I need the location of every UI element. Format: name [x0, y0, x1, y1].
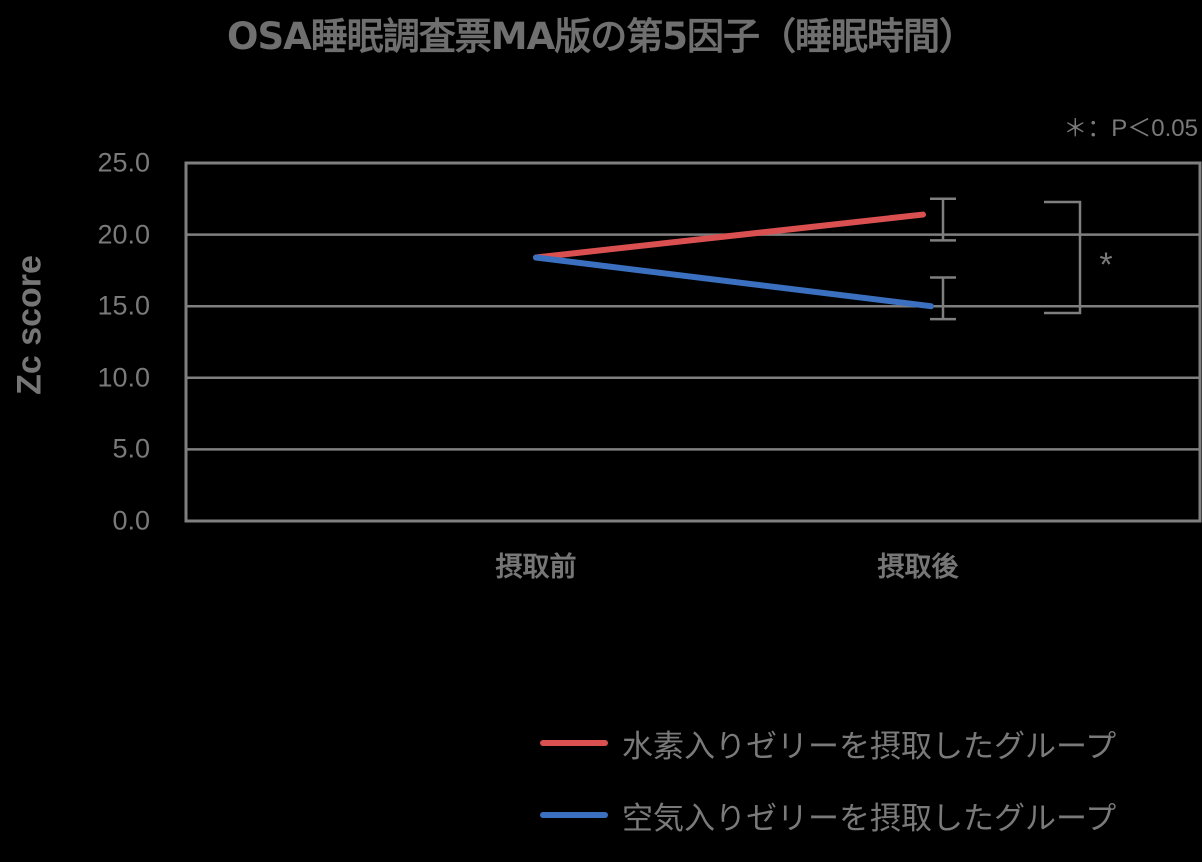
significance-note: ＊：P＜0.05 — [1063, 115, 1198, 142]
y-tick-label: 10.0 — [97, 362, 150, 393]
chart-title: OSA睡眠調査票MA版の第5因子（睡眠時間） — [227, 15, 976, 58]
legend-swatch-red — [540, 740, 608, 746]
legend-item-air: 空気入りゼリーを摂取したグループ — [540, 790, 1116, 840]
y-tick-label: 25.0 — [97, 147, 150, 178]
gridlines — [186, 233, 1200, 451]
y-tick-label: 5.0 — [112, 433, 150, 464]
x-tick-label: 摂取前 — [495, 552, 577, 583]
significance-bracket — [1044, 200, 1082, 315]
legend-label: 空気入りゼリーを摂取したグループ — [622, 800, 1117, 837]
y-tick-label: 0.0 — [112, 505, 150, 536]
plot-area: * — [184, 161, 1202, 523]
y-tick-label: 20.0 — [97, 219, 150, 250]
legend-item-hydrogen: 水素入りゼリーを摂取したグループ — [540, 718, 1116, 768]
data-lines — [533, 211, 934, 310]
legend-swatch-blue — [540, 812, 608, 818]
x-tick-label: 摂取後 — [877, 552, 959, 583]
plot-frame — [184, 161, 1202, 523]
legend-label: 水素入りゼリーを摂取したグループ — [622, 728, 1117, 765]
y-tick-label: 15.0 — [97, 290, 150, 321]
error-bars — [930, 197, 956, 321]
significance-asterisk: * — [1099, 246, 1112, 284]
legend: 水素入りゼリーを摂取したグループ 空気入りゼリーを摂取したグループ — [540, 718, 1116, 862]
